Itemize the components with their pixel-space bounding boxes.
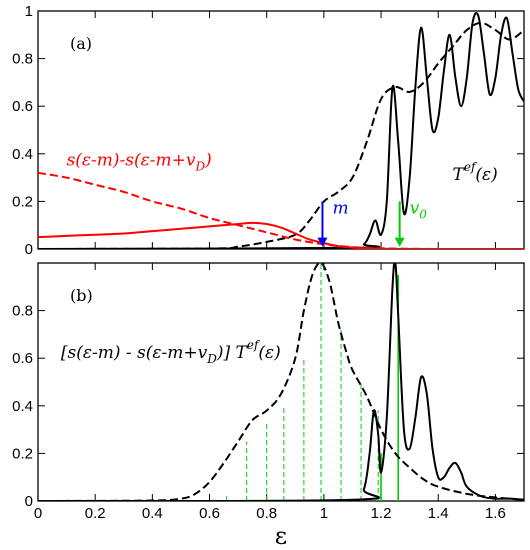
series-black-dashed-line [38, 21, 524, 249]
series-black-solid-line [38, 12, 524, 249]
x-tick-label: 1 [320, 505, 328, 522]
x-axis-label: ε [275, 522, 287, 550]
x-tick-label: 0.6 [199, 505, 220, 522]
arrow-v0-head [394, 237, 405, 247]
panel-a: 0 0.2 0.4 0.6 0.8 1 m v0 s(ε-m)-s(ε-m+vD) Tef(ε) (… [12, 3, 525, 258]
y-tick-label: 0.2 [12, 193, 33, 210]
y-tick-label: 1 [25, 3, 33, 20]
y-tick-label: 0.2 [12, 445, 33, 462]
y-tick-label: 0.4 [12, 146, 33, 163]
y-tick-label: 0.4 [12, 398, 33, 415]
panel-label: (a) [70, 34, 92, 53]
x-tick-label: 1.4 [428, 505, 449, 522]
x-tick-label: 0.2 [85, 505, 106, 522]
ann-red-formula: s(ε-m)-s(ε-m+vD) [67, 151, 212, 174]
plot-area [38, 12, 524, 249]
arrow-v0-label: v0 [410, 198, 428, 221]
y-tick-label: 0.8 [12, 303, 33, 320]
x-tick-label: 0.8 [256, 505, 277, 522]
x-tick-label: 1.6 [485, 505, 506, 522]
y-tick-label: 0.6 [12, 98, 33, 115]
x-tick-label: 0.4 [142, 505, 163, 522]
y-tick-label: 0.6 [12, 350, 33, 367]
arrow-m-head [317, 237, 328, 247]
x-tick-label: 0 [34, 505, 42, 522]
ann-product: [s(ε-m) - s(ε-m+vD)] Tef(ε) [61, 338, 281, 366]
panel-label: (b) [70, 286, 93, 305]
panel-b: 0 0.2 0.4 0.6 0.8 1 1.2 1.4 1.6 0 0.2 0.4 0.6 0.8 [s(ε… [12, 262, 525, 550]
y-tick-label: 0 [25, 493, 33, 510]
arrow-m-label: m [332, 198, 348, 218]
x-tick-label: 1.2 [371, 505, 392, 522]
y-tick-label: 0.8 [12, 51, 33, 68]
y-tick-label: 0 [25, 241, 33, 258]
series-red-dashed-line [38, 171, 524, 249]
plot-area [38, 263, 524, 501]
ann-transmission: Tef(ε) [453, 160, 498, 185]
series-black-solid-line [38, 263, 524, 501]
series-red-solid-line [38, 221, 524, 249]
